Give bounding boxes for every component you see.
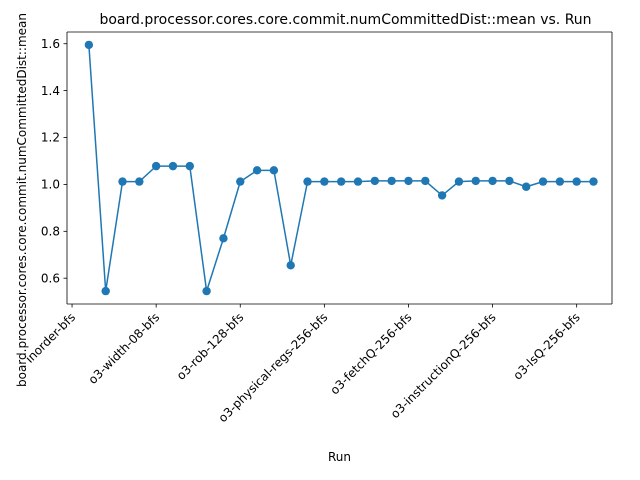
data-point [286,261,295,270]
data-point [185,161,194,171]
y-tick-label: 1.6 [41,37,60,51]
data-point [336,177,346,186]
data-point [522,182,531,191]
data-point [555,177,565,186]
chart-title: board.processor.cores.core.commit.numCom… [99,12,591,28]
y-tick-label: 1.0 [41,178,60,192]
data-point [387,176,396,186]
y-tick-label: 0.8 [41,225,60,239]
y-axis-label: board.processor.cores.core.commit.numCom… [15,13,29,387]
y-tick-label: 0.6 [41,271,60,285]
data-point [320,177,329,186]
data-point [353,177,363,186]
data-point [589,177,598,186]
data-point [437,191,447,200]
data-point [471,176,480,186]
data-point [135,177,144,186]
plot-area [67,32,612,304]
data-point [202,286,211,296]
data-point [269,166,279,175]
data-point [404,176,413,186]
data-point [118,177,127,186]
data-point [505,176,514,186]
data-point [370,176,380,186]
data-point [252,166,262,175]
data-point [454,177,464,186]
data-point [219,234,228,243]
data-point [84,40,94,50]
x-axis-label: Run [328,450,351,464]
data-point [236,177,245,186]
data-point [303,177,312,186]
y-tick-label: 1.2 [41,131,60,145]
y-tick-label: 1.4 [41,84,60,98]
data-point [151,161,161,171]
series-layer [84,40,598,296]
data-point [572,177,581,186]
data-point [488,176,497,186]
data-point [538,177,548,186]
data-point [421,176,430,186]
data-point [101,286,110,296]
data-point [168,161,178,171]
